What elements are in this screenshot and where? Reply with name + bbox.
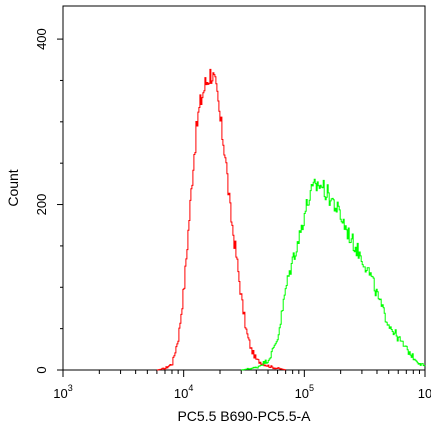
series-line-0 bbox=[156, 68, 286, 371]
x-tick-label: 10 bbox=[418, 386, 431, 401]
y-tick-label: 200 bbox=[34, 194, 49, 216]
x-tick-label: 105 bbox=[295, 383, 314, 401]
y-tick-label: 400 bbox=[34, 28, 49, 50]
plot-frame bbox=[62, 5, 426, 371]
y-tick-label: 0 bbox=[34, 366, 49, 373]
x-tick-label: 103 bbox=[53, 383, 72, 401]
x-axis-title: PC5.5 B690-PC5.5-A bbox=[177, 408, 311, 424]
series-line-1 bbox=[241, 178, 426, 371]
y-axis-title: Count bbox=[5, 169, 21, 206]
x-tick-label: 104 bbox=[174, 383, 193, 401]
